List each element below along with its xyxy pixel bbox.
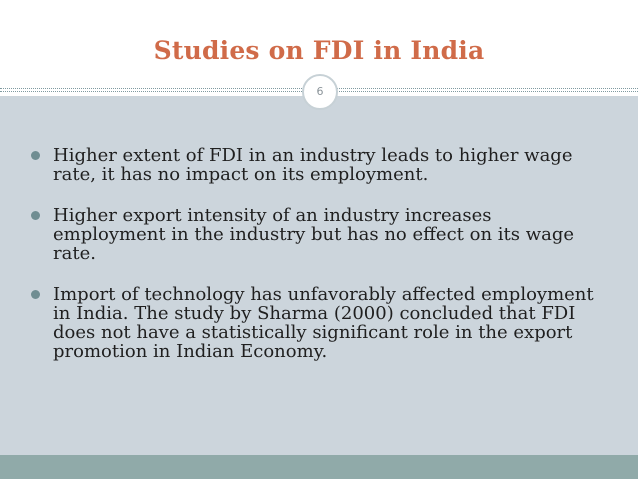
page-number: 6: [316, 85, 324, 98]
bullet-dot-icon: [31, 151, 40, 160]
bullet-text: Import of technology has unfavorably aff…: [53, 284, 594, 362]
bullet-list: Higher extent of FDI in an industry lead…: [30, 146, 600, 383]
footer-bar: [0, 455, 638, 479]
content-area: [0, 96, 638, 455]
bullet-item: Higher extent of FDI in an industry lead…: [30, 146, 600, 184]
bullet-dot-icon: [31, 211, 40, 220]
slide-title: Studies on FDI in India: [153, 36, 485, 65]
bullet-item: Higher export intensity of an industry i…: [30, 206, 600, 263]
bullet-dot-icon: [31, 290, 40, 299]
page-number-badge: 6: [302, 74, 338, 110]
bullet-text: Higher extent of FDI in an industry lead…: [53, 145, 573, 185]
bullet-text: Higher export intensity of an industry i…: [53, 205, 575, 264]
bullet-item: Import of technology has unfavorably aff…: [30, 285, 600, 361]
